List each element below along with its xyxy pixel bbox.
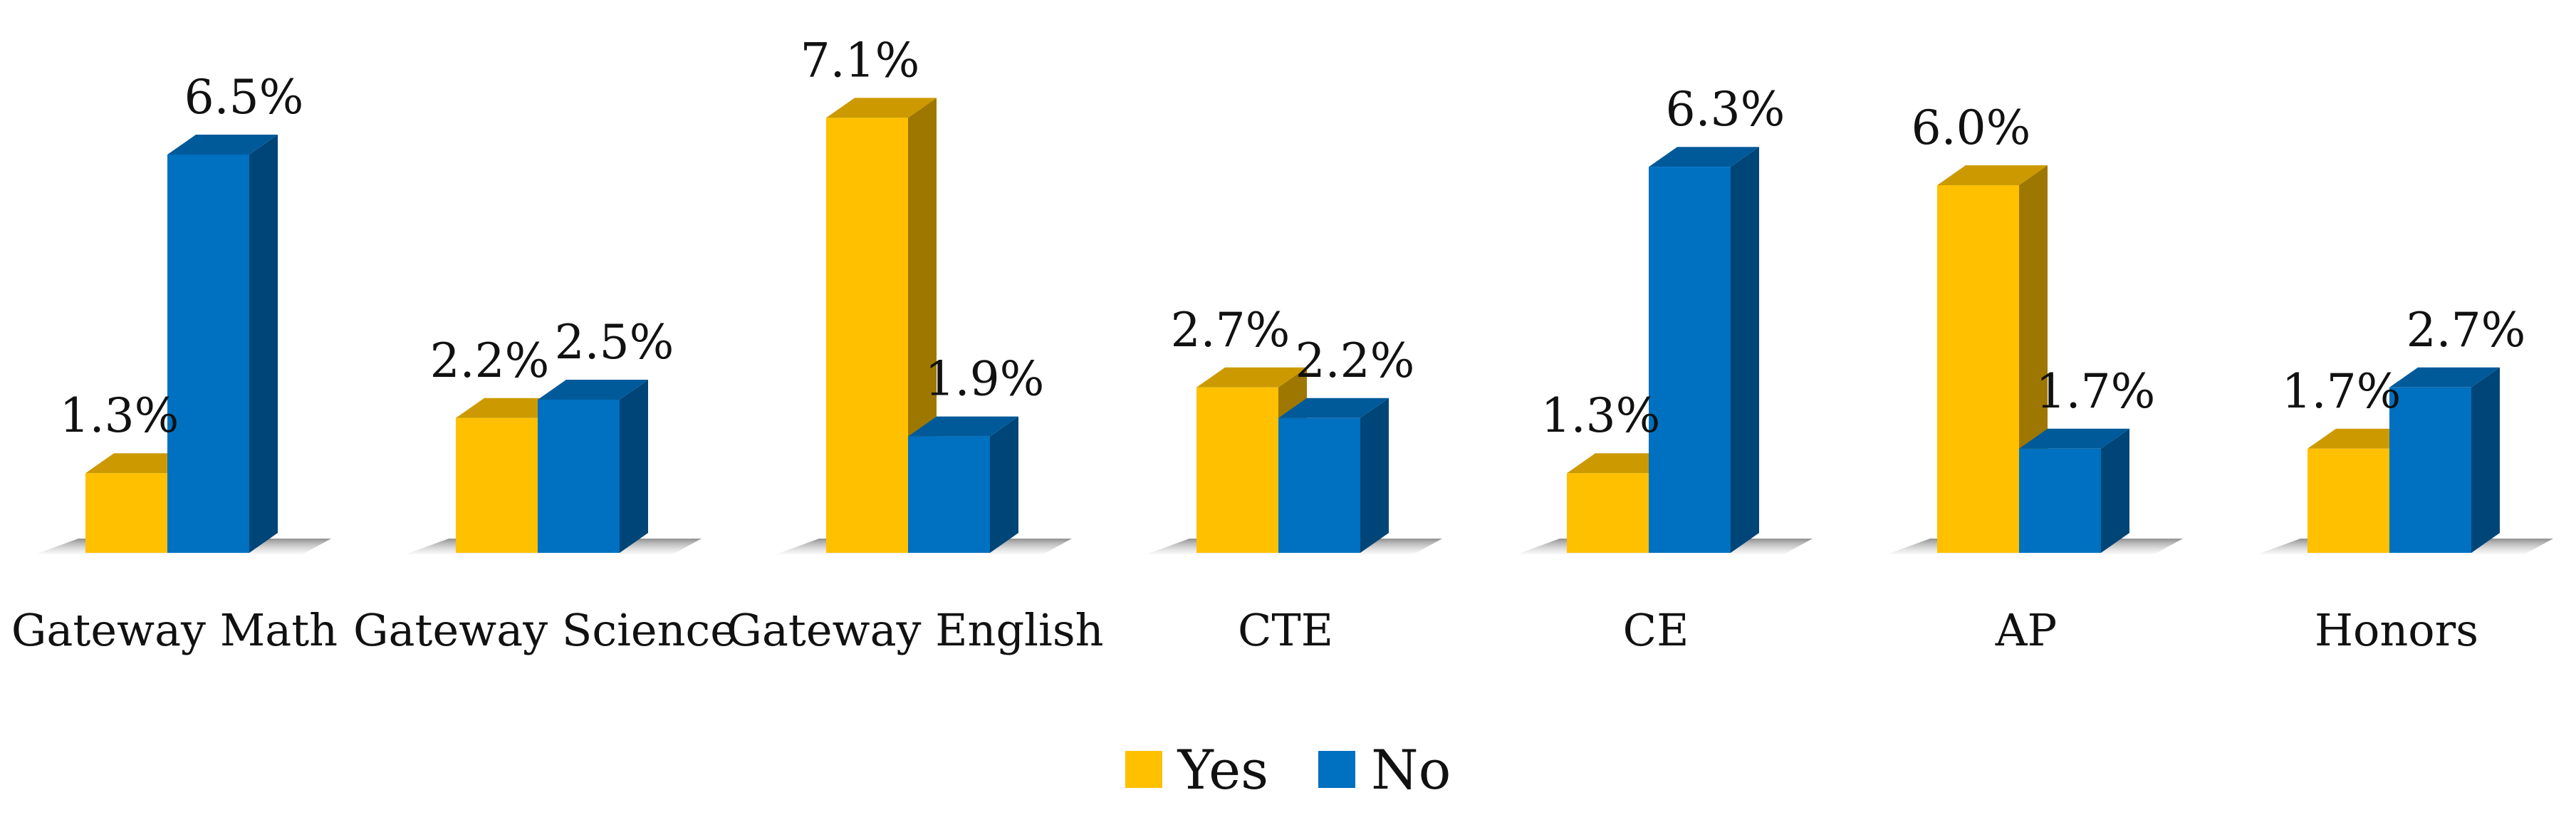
bar-yes-ce	[1567, 473, 1649, 553]
legend-swatch-no	[1318, 751, 1356, 788]
legend: Yes No	[0, 734, 2576, 805]
bar-no-honors	[2389, 387, 2471, 553]
data-label: 1.7%	[2282, 364, 2402, 419]
data-label: 6.3%	[1666, 82, 1785, 137]
bar-no-gateway-science	[538, 400, 620, 553]
bar-yes-cte	[1196, 387, 1278, 553]
bar-yes-ap-top	[1937, 165, 2048, 185]
bar-no-ap-top	[2019, 428, 2129, 449]
bar-yes-ap	[1937, 185, 2019, 553]
legend-item-yes: Yes	[1125, 737, 1269, 801]
x-tick-label: AP	[1995, 604, 2058, 656]
data-label: 2.2%	[1295, 333, 1415, 388]
data-label: 6.0%	[1912, 100, 2031, 155]
bar-no-gateway-english	[908, 436, 990, 553]
bar-yes-cte-top	[1196, 367, 1307, 388]
bar-no-ap-side	[2101, 428, 2129, 553]
data-label: 1.9%	[925, 352, 1045, 407]
bar-no-honors-top	[2389, 367, 2500, 388]
bar-no-ce-top	[1649, 147, 1759, 167]
x-tick-label: CE	[1623, 604, 1689, 656]
bar-yes-gateway-english-top	[826, 98, 937, 118]
x-tick-label: Gateway English	[726, 604, 1103, 656]
bar-no-gateway-math-top	[167, 135, 278, 155]
bar-no-gateway-math	[167, 155, 249, 553]
data-label: 2.7%	[1171, 303, 1290, 358]
bar-yes-gateway-english	[826, 118, 908, 553]
bar-no-gateway-english-top	[908, 416, 1018, 437]
bar-yes-honors	[2308, 448, 2389, 553]
bar-no-gateway-english-side	[990, 416, 1018, 553]
data-label: 2.7%	[2406, 303, 2526, 358]
bar-no-gateway-science-top	[538, 380, 648, 400]
data-label: 2.5%	[555, 315, 674, 370]
legend-label-yes: Yes	[1177, 737, 1269, 801]
data-label: 2.2%	[430, 333, 550, 388]
bar-no-gateway-math-side	[249, 135, 278, 553]
bar-no-cte	[1278, 417, 1360, 553]
legend-label-no: No	[1371, 737, 1451, 801]
data-label: 1.7%	[2036, 364, 2156, 419]
bar-no-honors-side	[2471, 367, 2500, 553]
x-tick-label: CTE	[1238, 604, 1333, 656]
data-label: 7.1%	[801, 33, 920, 88]
data-label: 1.3%	[1541, 388, 1661, 443]
data-label: 1.3%	[60, 388, 179, 443]
bar-no-cte-top	[1278, 398, 1389, 418]
legend-swatch-yes	[1125, 751, 1162, 788]
x-tick-label: Gateway Science	[353, 604, 736, 656]
x-tick-label: Honors	[2315, 604, 2478, 656]
x-tick-label: Gateway Math	[11, 604, 338, 656]
bar-no-ce	[1649, 167, 1731, 553]
bar-no-cte-side	[1360, 398, 1389, 553]
bar-yes-gateway-math	[85, 473, 167, 553]
bar-chart: 1.3%6.5%2.2% 2.5%7.1%1.9%2.7%2.2%1.3%6.3%…	[11, 33, 2553, 656]
legend-item-no: No	[1318, 738, 1451, 801]
bar-no-gateway-science-side	[620, 380, 648, 553]
bar-no-ap	[2019, 448, 2101, 553]
bar-no-ce-side	[1731, 147, 1759, 553]
data-label: 6.5%	[184, 70, 304, 125]
bar-yes-gateway-science	[456, 417, 538, 553]
